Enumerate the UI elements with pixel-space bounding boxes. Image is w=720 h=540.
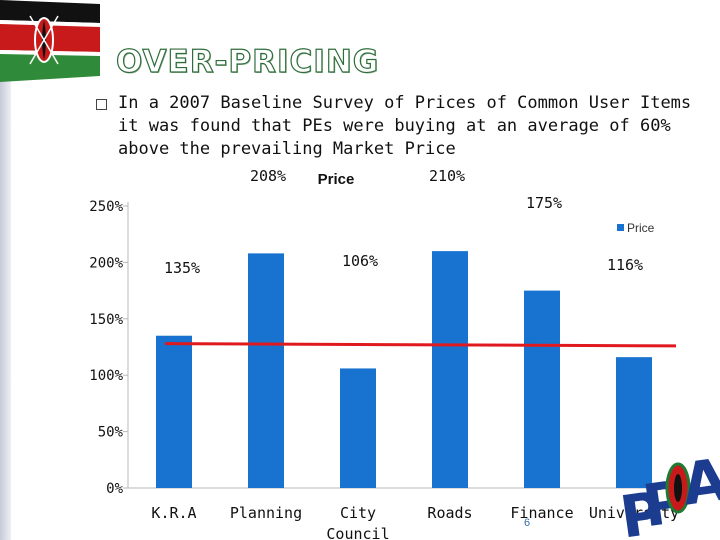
x-axis-labels: K.R.A Planning City Council Roads Finance Univ… bbox=[151, 504, 679, 540]
slide-title: OVER-PRICING bbox=[115, 43, 380, 80]
data-labels: 135% 208% 106% 210% 175% 116% bbox=[164, 167, 643, 277]
bullet-icon bbox=[96, 99, 107, 110]
x-tick-label: Council bbox=[326, 525, 389, 540]
y-tick-label: 200% bbox=[89, 255, 123, 271]
bar-k-r-a bbox=[156, 335, 192, 488]
left-decorative-bar bbox=[0, 0, 11, 540]
x-tick-label: Planning bbox=[230, 504, 302, 522]
y-tick-label: 250% bbox=[89, 199, 123, 215]
data-label: 208% bbox=[250, 167, 286, 185]
data-label: 116% bbox=[607, 256, 643, 274]
x-tick-label: City bbox=[340, 504, 376, 522]
page-number: 6 bbox=[524, 517, 531, 529]
y-tick-label: 0% bbox=[106, 481, 123, 497]
legend: Price bbox=[617, 221, 655, 235]
x-tick-label: Roads bbox=[427, 504, 472, 522]
average-reference-line bbox=[164, 342, 677, 348]
kenya-flag-icon bbox=[0, 0, 100, 82]
y-axis: 0% 50% 100% 150% 200% 250% bbox=[89, 199, 680, 497]
bar-city-council bbox=[340, 368, 376, 488]
bar-university bbox=[616, 357, 652, 488]
x-tick-label: University bbox=[589, 504, 679, 522]
data-label: 210% bbox=[429, 167, 465, 185]
bars bbox=[156, 251, 652, 488]
svg-text:A: A bbox=[678, 445, 720, 519]
y-tick-label: 50% bbox=[98, 425, 124, 441]
data-label: 135% bbox=[164, 259, 200, 277]
legend-swatch bbox=[617, 224, 624, 231]
y-tick-label: 100% bbox=[89, 368, 123, 384]
x-tick-label: Finance bbox=[510, 504, 573, 522]
legend-label: Price bbox=[627, 221, 655, 235]
bar-finance bbox=[524, 290, 560, 488]
intro-paragraph: In a 2007 Baseline Survey of Prices of C… bbox=[118, 93, 692, 159]
bar-roads bbox=[432, 251, 468, 488]
bar-planning bbox=[248, 253, 284, 488]
x-tick-label: K.R.A bbox=[151, 504, 196, 522]
data-label: 106% bbox=[342, 252, 378, 270]
reference-line bbox=[164, 342, 677, 348]
chart-title: Price bbox=[318, 171, 355, 188]
svg-text:P: P bbox=[616, 478, 668, 538]
data-label: 175% bbox=[526, 194, 562, 212]
y-tick-label: 150% bbox=[89, 312, 123, 328]
ppoa-logo-icon: P P A bbox=[616, 445, 720, 538]
